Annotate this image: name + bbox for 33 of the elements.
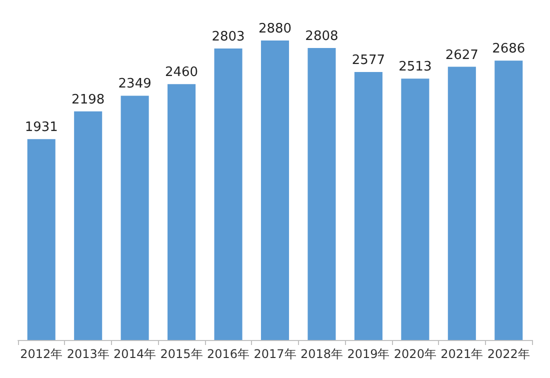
- bar: [401, 78, 430, 340]
- bar: [214, 48, 242, 340]
- data-label: 2513: [398, 60, 432, 75]
- data-label: 2349: [118, 76, 152, 92]
- bar: [308, 48, 336, 340]
- bar: [260, 40, 290, 340]
- x-tick-label: 2013年: [66, 347, 110, 361]
- bar: [448, 66, 476, 340]
- data-label: 2627: [445, 48, 478, 63]
- bar: [494, 60, 523, 340]
- x-tick-label: 2018年: [300, 347, 343, 361]
- data-label: 2803: [212, 29, 245, 44]
- data-label: 1931: [24, 120, 58, 136]
- data-label: 2198: [72, 92, 105, 108]
- bar: [120, 96, 149, 340]
- x-tick-label: 2014年: [114, 347, 156, 361]
- x-tick-label: 2012年: [20, 347, 63, 361]
- x-tick-label: 2016年: [207, 347, 250, 361]
- data-label: 2460: [165, 65, 198, 80]
- data-label: 2686: [492, 42, 526, 57]
- bar: [354, 72, 382, 340]
- data-label: 2808: [305, 28, 338, 44]
- bar: [74, 111, 102, 340]
- data-label: 2880: [258, 21, 292, 36]
- x-tick-label: 2021年: [440, 347, 484, 361]
- x-tick-label: 2022年: [487, 347, 530, 361]
- x-tick-label: 2020年: [394, 347, 436, 361]
- data-label: 2577: [352, 52, 385, 68]
- x-tick-label: 2019年: [347, 347, 390, 361]
- x-tick-label: 2015年: [160, 347, 203, 361]
- bar: [27, 139, 56, 340]
- x-tick-label: 2017年: [254, 347, 296, 361]
- bar: [168, 84, 196, 340]
